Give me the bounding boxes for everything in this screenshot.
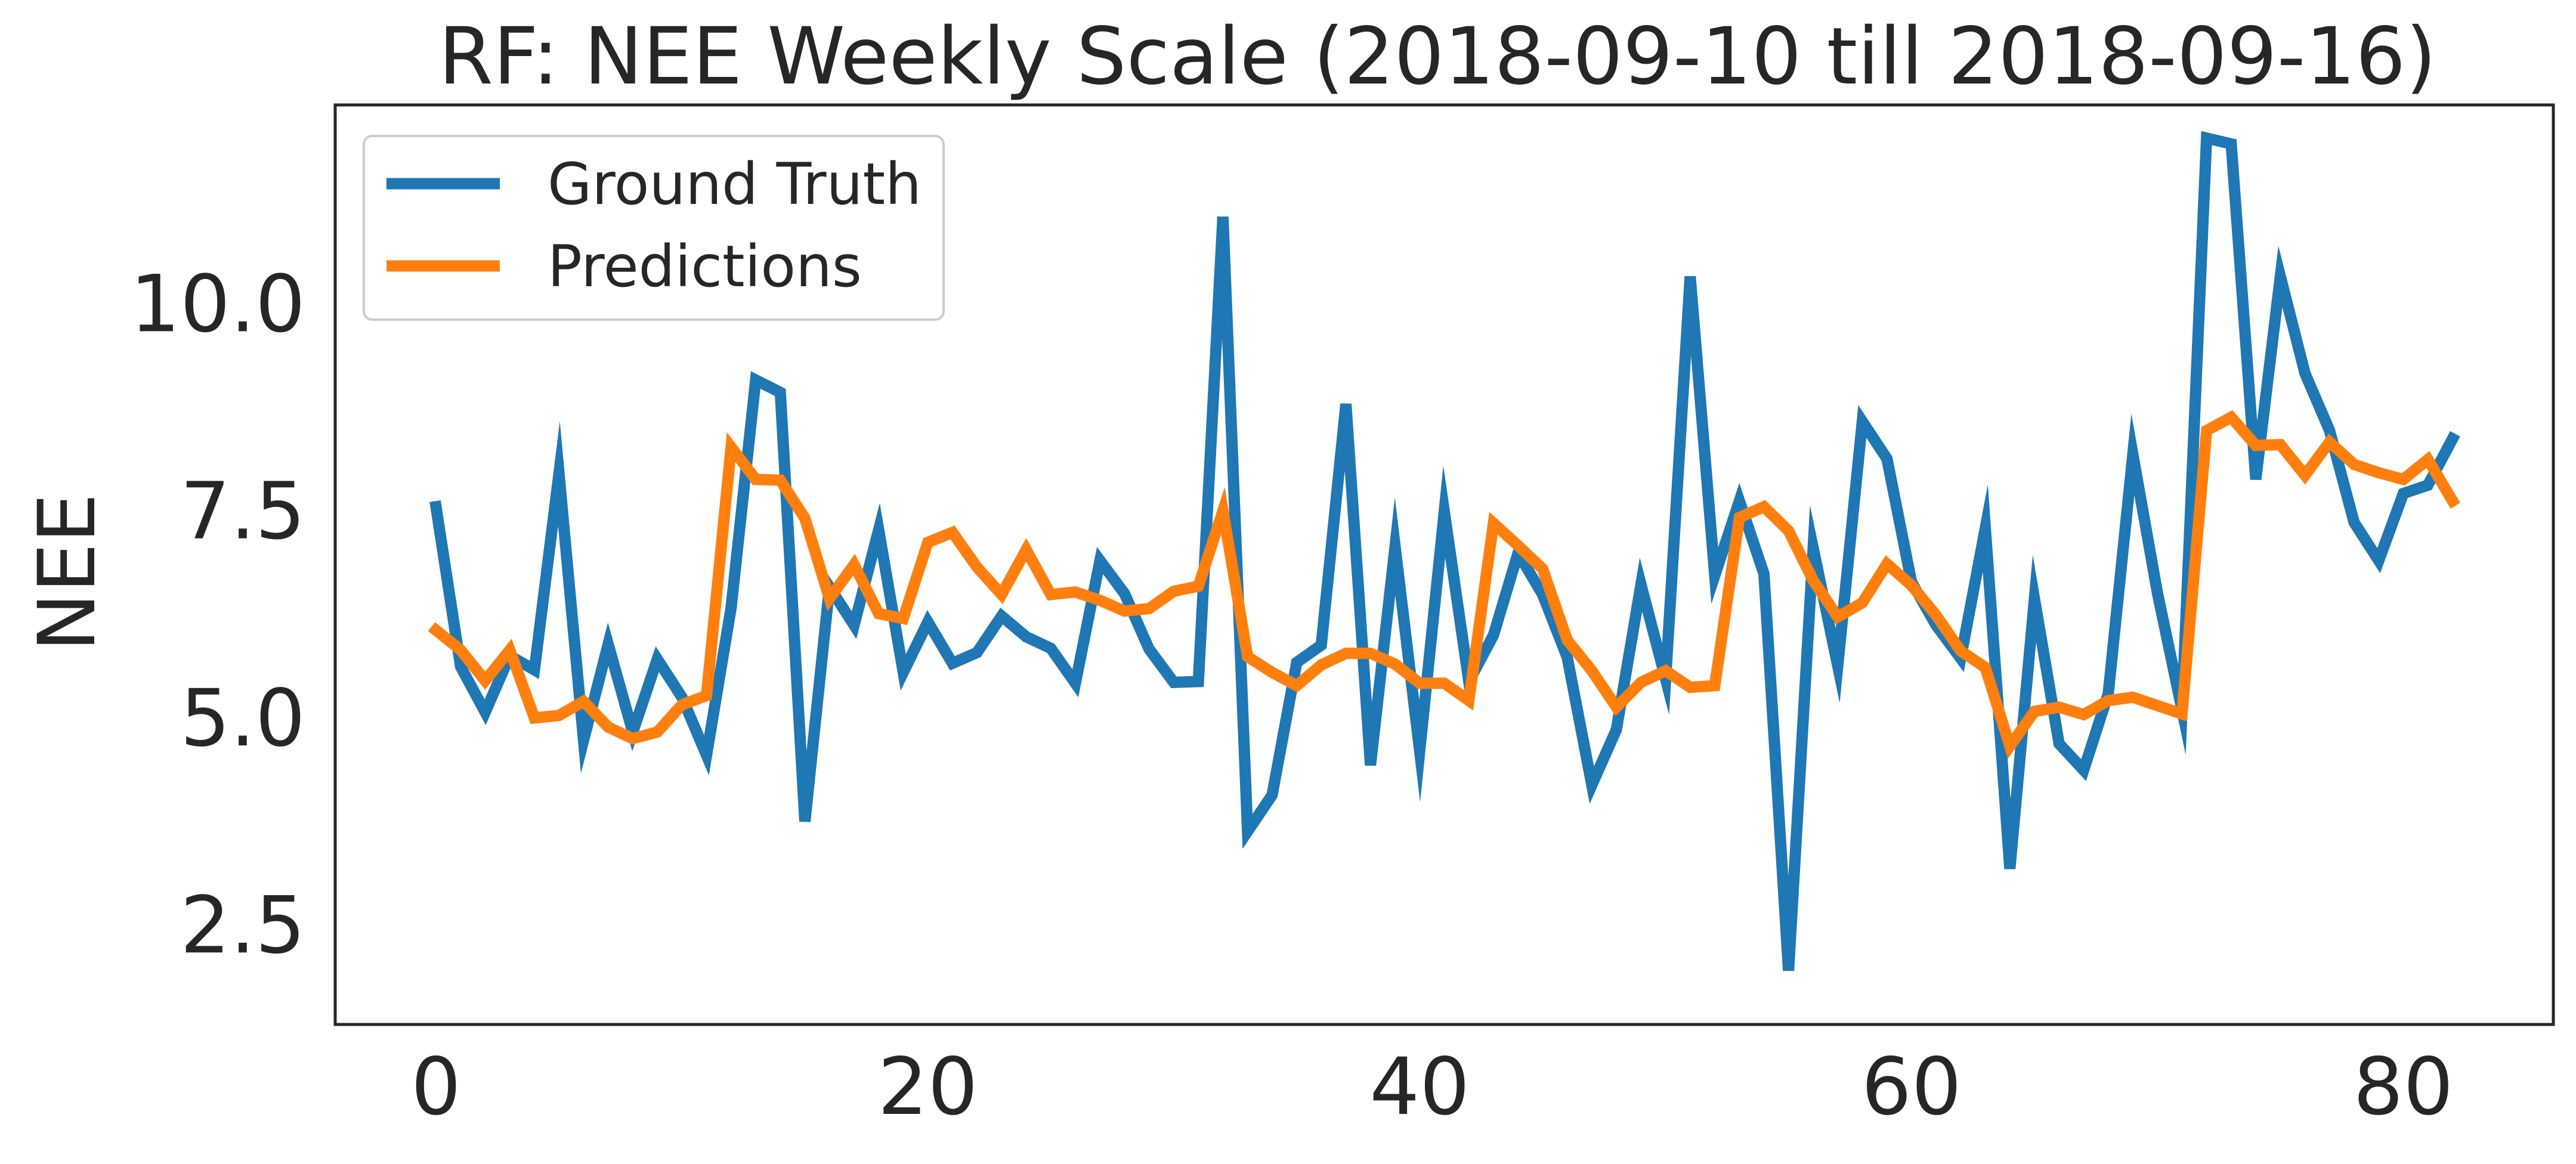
y-axis-ticks: 2.5 5.0 7.5 10.0	[130, 258, 305, 971]
y-axis-label: NEE	[21, 493, 113, 652]
chart-title: RF: NEE Weekly Scale (2018-09-10 till 20…	[438, 11, 2436, 103]
legend: Ground Truth Predictions	[363, 135, 945, 321]
plot-frame	[333, 103, 2555, 1026]
series-line-ground-truth	[429, 131, 2460, 971]
legend-box	[363, 135, 945, 321]
x-axis-ticks: 0 20 40 60 80	[411, 1041, 2453, 1133]
series-line-predictions	[428, 410, 2461, 759]
y-tick-label: 2.5	[180, 880, 305, 971]
x-tick-label: 80	[2354, 1041, 2454, 1133]
y-tick-label: 7.5	[180, 466, 305, 558]
x-tick-label: 40	[1369, 1041, 1470, 1133]
x-tick-label: 0	[411, 1041, 461, 1133]
legend-label: Predictions	[548, 233, 862, 300]
y-tick-label: 5.0	[180, 673, 305, 764]
x-tick-label: 60	[1861, 1041, 1962, 1133]
legend-label: Ground Truth	[548, 151, 921, 218]
y-tick-label: 10.0	[130, 258, 305, 350]
series-layer	[428, 131, 2461, 971]
x-tick-label: 20	[878, 1041, 978, 1133]
